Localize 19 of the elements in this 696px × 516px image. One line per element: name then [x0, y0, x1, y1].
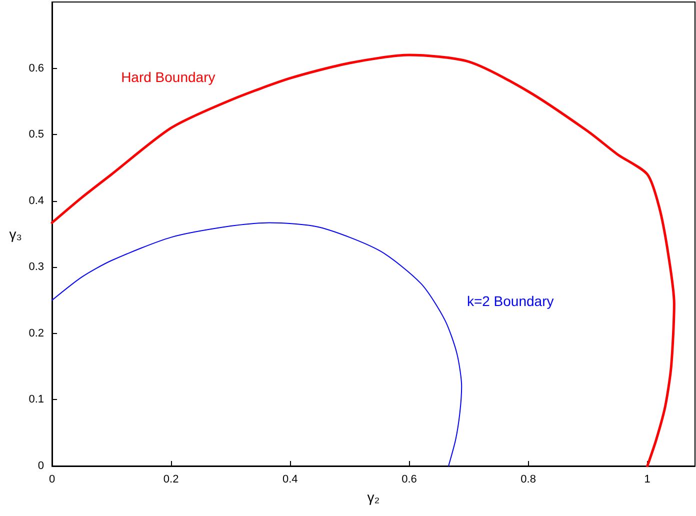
x-tick-label: 0 [48, 474, 56, 486]
x-axis-title: γ₂ [367, 489, 380, 505]
y-tick-label: 0.1 [28, 394, 44, 406]
line-series [52, 222, 462, 466]
x-tick-label: 0.4 [282, 474, 298, 486]
y-tick-label: 0.4 [28, 194, 44, 207]
y-tick-label: 0.6 [28, 62, 44, 74]
x-tick-label: 0.6 [402, 474, 417, 486]
series-label: k=2 Boundary [466, 293, 554, 310]
x-tick-label: 1 [644, 474, 650, 486]
x-tick-label: 0.2 [163, 474, 179, 486]
x-tick-label: 0.8 [520, 474, 536, 486]
y-axis-title: γ₃ [9, 226, 22, 242]
y-tick-label: 0 [38, 460, 44, 472]
y-tick-label: 0.3 [28, 261, 44, 274]
line-series [50, 54, 676, 468]
y-tick-label: 0.2 [28, 327, 44, 340]
y-tick-label: 0.5 [28, 128, 44, 141]
series-label: Hard Boundary [121, 68, 216, 85]
